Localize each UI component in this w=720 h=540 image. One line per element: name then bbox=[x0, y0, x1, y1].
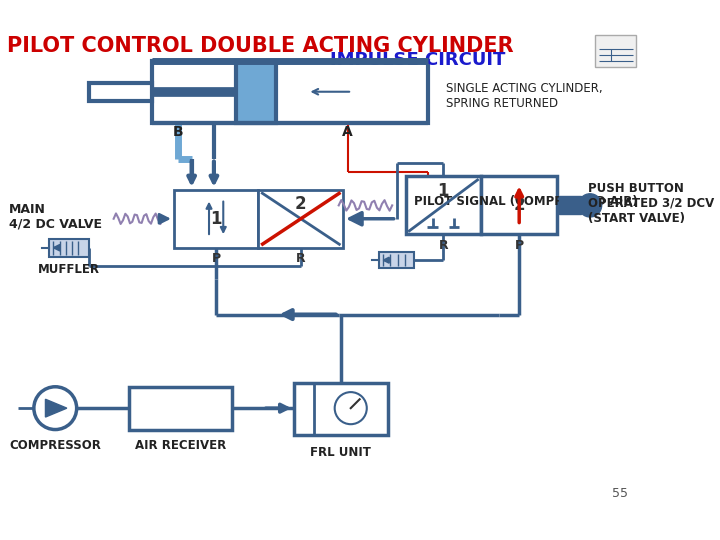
Text: FRL UNIT: FRL UNIT bbox=[310, 446, 372, 458]
Bar bbox=[49, 239, 89, 256]
Text: P: P bbox=[515, 239, 523, 252]
Text: R: R bbox=[438, 239, 449, 252]
Bar bbox=[595, 35, 636, 67]
Text: 2: 2 bbox=[513, 197, 525, 214]
Text: 55: 55 bbox=[613, 487, 629, 500]
Text: P: P bbox=[212, 252, 221, 265]
Bar bbox=[405, 177, 481, 234]
Circle shape bbox=[578, 194, 602, 217]
Text: 2: 2 bbox=[295, 195, 307, 213]
Bar bbox=[130, 387, 232, 429]
Bar bbox=[174, 190, 258, 248]
Text: SINGLE ACTING CYLINDER,
SPRING RETURNED: SINGLE ACTING CYLINDER, SPRING RETURNED bbox=[446, 82, 603, 110]
Bar bbox=[89, 83, 151, 100]
Text: IMPULSE CIRCUIT: IMPULSE CIRCUIT bbox=[330, 51, 505, 69]
Text: PUSH BUTTON
OPERATED 3/2 DCV
(START VALVE): PUSH BUTTON OPERATED 3/2 DCV (START VALV… bbox=[588, 181, 714, 225]
Text: PILOT CONTROL DOUBLE ACTING CYLINDER: PILOT CONTROL DOUBLE ACTING CYLINDER bbox=[7, 37, 514, 57]
Bar bbox=[379, 252, 415, 268]
Text: MAIN
4/2 DC VALVE: MAIN 4/2 DC VALVE bbox=[9, 202, 102, 231]
Text: A: A bbox=[342, 125, 353, 139]
Bar bbox=[481, 177, 557, 234]
Bar bbox=[559, 197, 581, 214]
Text: B: B bbox=[173, 125, 184, 139]
Bar bbox=[258, 190, 343, 248]
Circle shape bbox=[335, 392, 366, 424]
Text: 1: 1 bbox=[210, 210, 222, 228]
Text: AIR RECEIVER: AIR RECEIVER bbox=[135, 440, 226, 453]
Text: MUFFLER: MUFFLER bbox=[37, 263, 99, 276]
Bar bbox=[151, 60, 428, 123]
Bar bbox=[236, 60, 276, 123]
Circle shape bbox=[34, 387, 76, 429]
Polygon shape bbox=[45, 399, 67, 417]
Bar bbox=[294, 383, 388, 435]
Text: 1: 1 bbox=[438, 182, 449, 200]
Text: PILOT SIGNAL (COMPRESSED AIR): PILOT SIGNAL (COMPRESSED AIR) bbox=[415, 195, 638, 208]
Text: R: R bbox=[296, 252, 305, 265]
Text: COMPRESSOR: COMPRESSOR bbox=[9, 440, 102, 453]
